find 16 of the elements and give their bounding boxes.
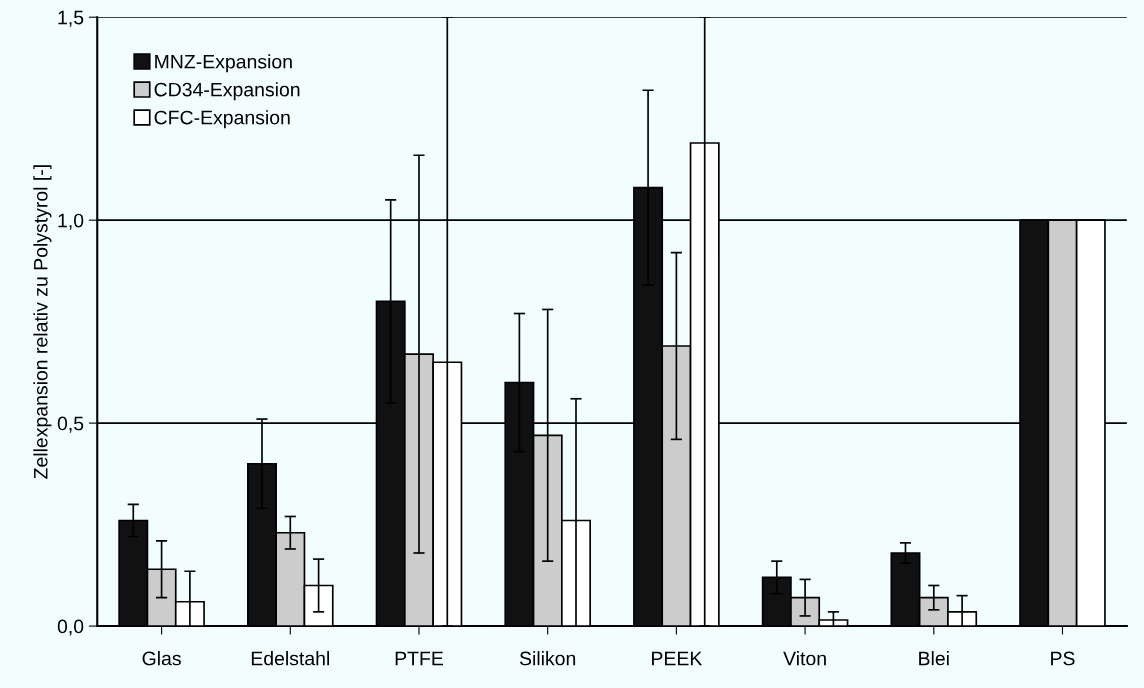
y-tick-label: 1,5	[58, 10, 84, 27]
legend-label: CD34-Expansion	[154, 82, 300, 101]
y-tick-label: 0,0	[57, 619, 84, 636]
x-tick-label: Viton	[783, 651, 826, 666]
x-tick-label: Glas	[142, 651, 181, 666]
legend-label: MNZ-Expansion	[155, 54, 292, 73]
x-tick-label: PEEK	[652, 651, 703, 666]
x-tick-label: Blei	[919, 651, 949, 666]
x-tick-label: Edelstahl	[251, 651, 329, 666]
x-tick-label: PTFE	[395, 651, 443, 666]
x-tick-label: PS	[1051, 651, 1075, 666]
y-tick-label: 1,0	[58, 213, 84, 230]
legend-label: CFC-Expansion	[154, 110, 290, 129]
y-axis-title: Zellexpansion relativ zu Polystyrol [-]	[33, 165, 52, 479]
y-tick-label: 0,5	[57, 416, 84, 433]
x-tick-label: Silikon	[519, 651, 576, 666]
